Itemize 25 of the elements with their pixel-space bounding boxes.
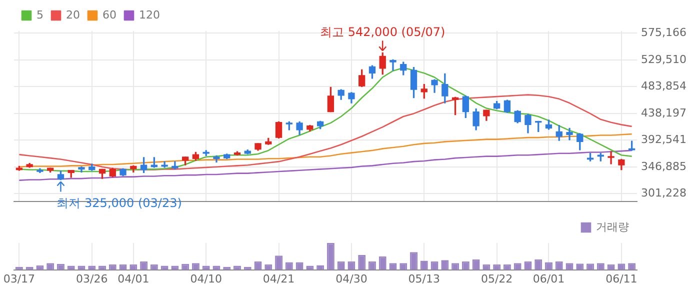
legend-label: 20 — [66, 8, 80, 22]
x-tick-label: 03/17 — [3, 272, 36, 286]
legend-label: 120 — [138, 8, 160, 22]
x-tick-label: 04/01 — [118, 272, 150, 286]
legend-label: 거래량 — [596, 220, 629, 234]
legend-label: 60 — [102, 8, 116, 22]
legend-label: 5 — [36, 8, 44, 22]
y-tick-label: 575,166 — [641, 26, 686, 40]
x-tick-label: 05/13 — [408, 272, 440, 286]
x-tick-label: 06/11 — [606, 272, 638, 286]
y-tick-label: 392,541 — [641, 133, 686, 146]
x-tick-label: 04/21 — [262, 272, 295, 286]
y-tick-label: 529,510 — [641, 52, 686, 66]
annotation: 최고 542,000 (05/07) — [320, 24, 446, 39]
y-tick-label: 483,854 — [641, 80, 686, 93]
x-tick-label: 05/22 — [480, 272, 513, 286]
x-tick-label: 04/10 — [190, 272, 222, 286]
x-tick-label: 04/30 — [336, 272, 368, 286]
y-tick-label: 301,228 — [641, 186, 686, 200]
candlestick — [390, 59, 396, 71]
y-tick-label: 346,885 — [641, 160, 686, 173]
x-tick-label: 03/26 — [76, 272, 108, 286]
candlestick — [608, 151, 614, 164]
y-tick-label: 438,197 — [641, 106, 686, 120]
x-tick-label: 06/01 — [532, 272, 565, 286]
